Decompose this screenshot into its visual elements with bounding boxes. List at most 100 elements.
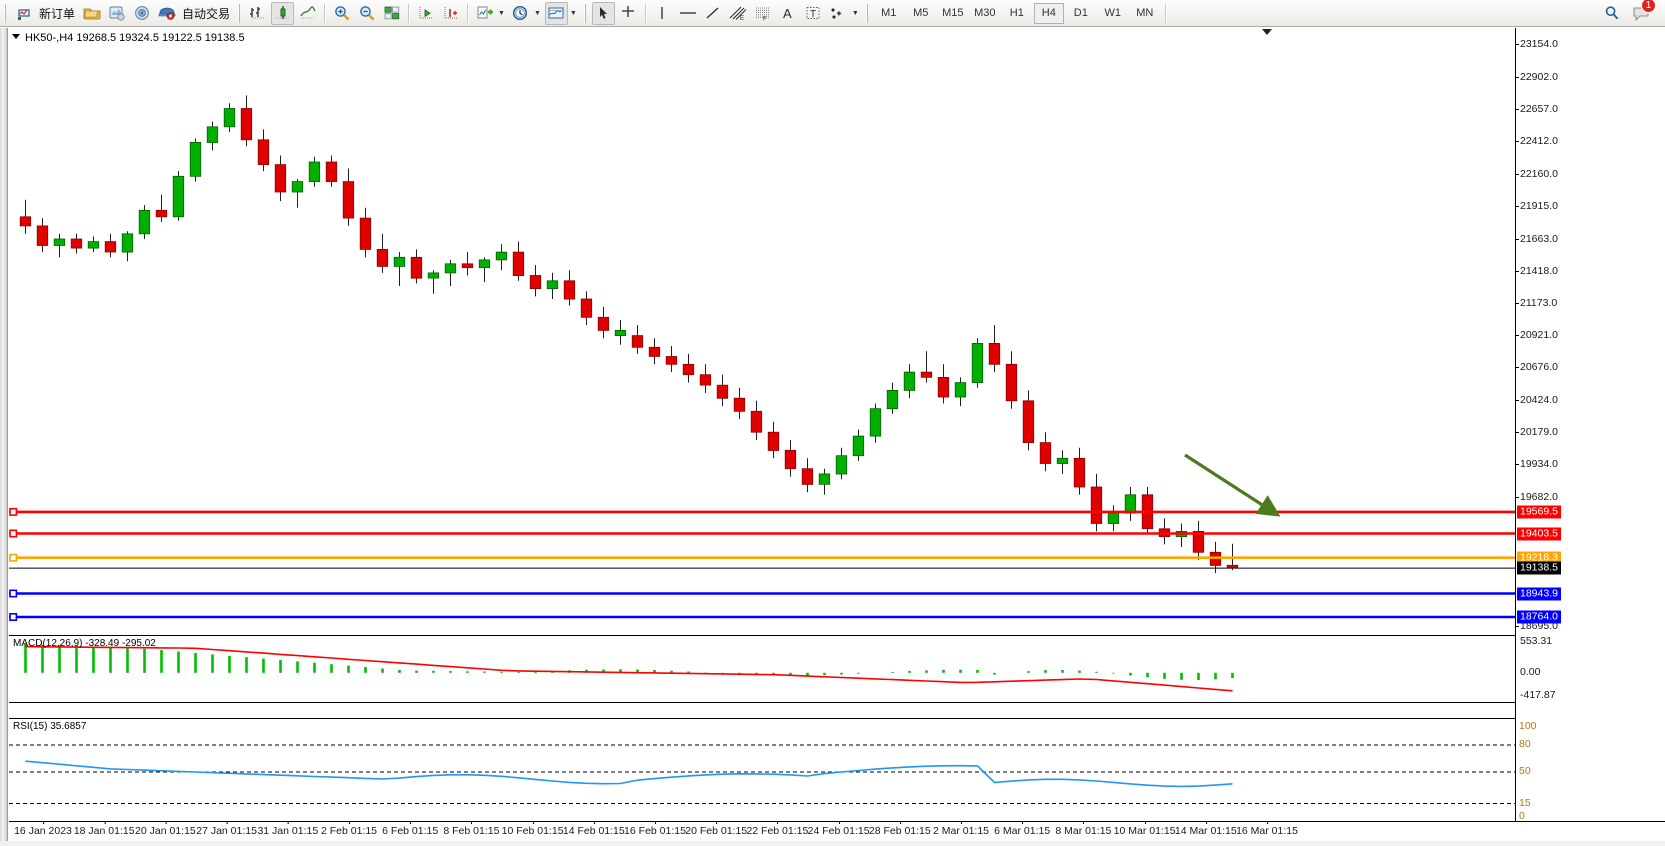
crosshair-icon[interactable]: [617, 2, 640, 25]
shapes-dropdown-caret[interactable]: ▼: [851, 9, 859, 17]
folder-icon[interactable]: [80, 2, 103, 25]
timeframe-group: M1 M5 M15 M30 H1 H4 D1 W1 MN: [873, 2, 1161, 24]
horizontal-line-icon[interactable]: [676, 2, 700, 25]
rsi-tick: 15: [1519, 796, 1531, 809]
text-icon[interactable]: A: [777, 2, 800, 25]
chart-vertical-scrollbar[interactable]: [0, 28, 8, 846]
autotrading-icon[interactable]: [155, 2, 178, 25]
toolbar-grip-3[interactable]: [582, 3, 587, 23]
period-dropdown-caret[interactable]: ▼: [533, 9, 541, 17]
main-toolbar: 新订单: [0, 0, 1665, 27]
rsi-pane[interactable]: RSI(15) 35.6857: [9, 718, 1515, 826]
timeframe-mn[interactable]: MN: [1136, 7, 1154, 19]
time-tick: 10 Feb 01:15: [501, 821, 564, 837]
chart-window[interactable]: HK50-,H4 19268.5 19324.5 19122.5 19138.5: [0, 27, 1665, 846]
search-icon[interactable]: [1600, 2, 1623, 25]
time-tick: 6 Feb 01:15: [382, 821, 439, 837]
zoom-out-icon[interactable]: [355, 2, 378, 25]
price-tag-resistance-line[interactable]: 19569.5: [1517, 505, 1561, 519]
svg-text:F: F: [763, 16, 767, 21]
tile-windows-icon[interactable]: [380, 2, 403, 25]
price-tick: 19682.0: [1516, 491, 1558, 504]
price-level-lines[interactable]: [9, 28, 1515, 634]
time-tick: 20 Jan 01:15: [135, 821, 196, 837]
chart-title: HK50-,H4 19268.5 19324.5 19122.5 19138.5: [12, 32, 245, 44]
navigator-icon[interactable]: [130, 2, 153, 25]
price-tag-support-line[interactable]: 18764.0: [1517, 610, 1561, 624]
price-tick: 20676.0: [1516, 361, 1558, 374]
vertical-line-icon[interactable]: [651, 2, 674, 25]
line-chart-icon[interactable]: [296, 2, 319, 25]
timeframe-m5[interactable]: M5: [913, 7, 929, 19]
timeframe-m15[interactable]: M15: [942, 7, 964, 19]
timeframe-h1[interactable]: H1: [1009, 7, 1024, 19]
svg-text:E: E: [740, 16, 744, 21]
timeframe-m30[interactable]: M30: [974, 7, 996, 19]
timeframe-w1[interactable]: W1: [1104, 7, 1122, 19]
time-scale[interactable]: 16 Jan 2023 18 Jan 01:15 20 Jan 01:15 27 Ja…: [9, 821, 1665, 841]
chart-menu-triangle-icon[interactable]: [12, 34, 20, 39]
fibonacci-retracement-icon[interactable]: F: [752, 2, 775, 25]
macd-tick: 553.31: [1520, 635, 1553, 647]
macd-tick: 0.00: [1520, 665, 1541, 678]
time-tick: 31 Jan 01:15: [257, 821, 319, 837]
chart-plot-area[interactable]: HK50-,H4 19268.5 19324.5 19122.5 19138.5: [9, 28, 1665, 846]
toolbar-grip[interactable]: [3, 3, 7, 23]
notification-icon[interactable]: 1: [1630, 0, 1656, 25]
templates-icon[interactable]: [544, 1, 568, 25]
price-tick: 21663.0: [1516, 232, 1558, 245]
trendline-icon[interactable]: [702, 2, 725, 25]
cursor-icon[interactable]: [591, 1, 615, 25]
candlestick-chart-icon[interactable]: [271, 1, 295, 25]
macd-series: [24, 643, 1234, 692]
price-pane[interactable]: [9, 28, 1515, 634]
timeframe-d1[interactable]: D1: [1073, 7, 1088, 19]
new-order-label[interactable]: 新订单: [39, 6, 76, 21]
toolbar-separator-2: [408, 3, 410, 23]
time-tick: 24 Feb 01:15: [807, 821, 870, 837]
templates-dropdown-caret[interactable]: ▼: [569, 9, 577, 17]
price-scale[interactable]: 23154.0 22902.0 22657.0 22412.0 22160.0 21915…: [1515, 28, 1605, 846]
indicators-dropdown-caret[interactable]: ▼: [498, 9, 505, 17]
price-tag-resistance-line[interactable]: 19403.5: [1517, 527, 1561, 541]
toolbar-separator-3: [467, 3, 469, 23]
price-tag-last-price-line[interactable]: 19138.5: [1517, 561, 1561, 575]
down-trend-arrow[interactable]: [9, 28, 1515, 634]
price-tick: 22657.0: [1516, 102, 1558, 115]
timeframe-m1[interactable]: M1: [881, 7, 897, 19]
terminal-icon[interactable]: [105, 2, 128, 25]
toolbar-grip-2[interactable]: [237, 3, 242, 23]
toolbar-separator-5: [1164, 3, 1166, 23]
time-tick: 18 Jan 01:15: [73, 821, 135, 837]
notification-badge: 1: [1641, 0, 1656, 13]
equidistant-channel-icon[interactable]: E: [727, 2, 750, 25]
macd-pane[interactable]: MACD(12,26,9) -328.49 -295.02: [9, 635, 1515, 703]
chart-shift-icon[interactable]: [439, 2, 462, 25]
price-tag-support-line[interactable]: 18943.9: [1517, 587, 1561, 600]
zoom-in-icon[interactable]: [330, 2, 353, 25]
price-tick: 20179.0: [1516, 426, 1558, 439]
autotrading-label[interactable]: 自动交易: [182, 6, 231, 21]
shapes-icon[interactable]: [827, 2, 850, 25]
time-tick: 2 Feb 01:15: [320, 821, 378, 837]
new-order-icon[interactable]: [12, 2, 35, 25]
toolbar-grip-4[interactable]: [864, 3, 869, 23]
rsi-label: RSI(15) 35.6857: [13, 721, 87, 732]
price-tag-stop-line[interactable]: 19218.3: [1517, 551, 1561, 565]
price-tick: 20921.0: [1516, 329, 1558, 342]
period-icon[interactable]: [509, 2, 532, 25]
rsi-tick: 0: [1519, 810, 1525, 822]
auto-scroll-icon[interactable]: [414, 2, 437, 25]
time-tick: 16 Jan 2023: [14, 821, 72, 837]
price-tick: 22160.0: [1516, 167, 1558, 180]
rsi-tick: 80: [1519, 738, 1531, 750]
rsi-series: [9, 744, 1515, 804]
timeframe-h4[interactable]: H4: [1033, 2, 1064, 24]
text-label-icon[interactable]: T: [802, 2, 825, 25]
bar-chart-icon[interactable]: [246, 2, 269, 25]
time-tick: 10 Mar 01:15: [1113, 821, 1176, 837]
price-tick: 22412.0: [1516, 134, 1558, 147]
indicators-icon[interactable]: [473, 2, 496, 25]
price-tick: 23154.0: [1516, 38, 1558, 50]
